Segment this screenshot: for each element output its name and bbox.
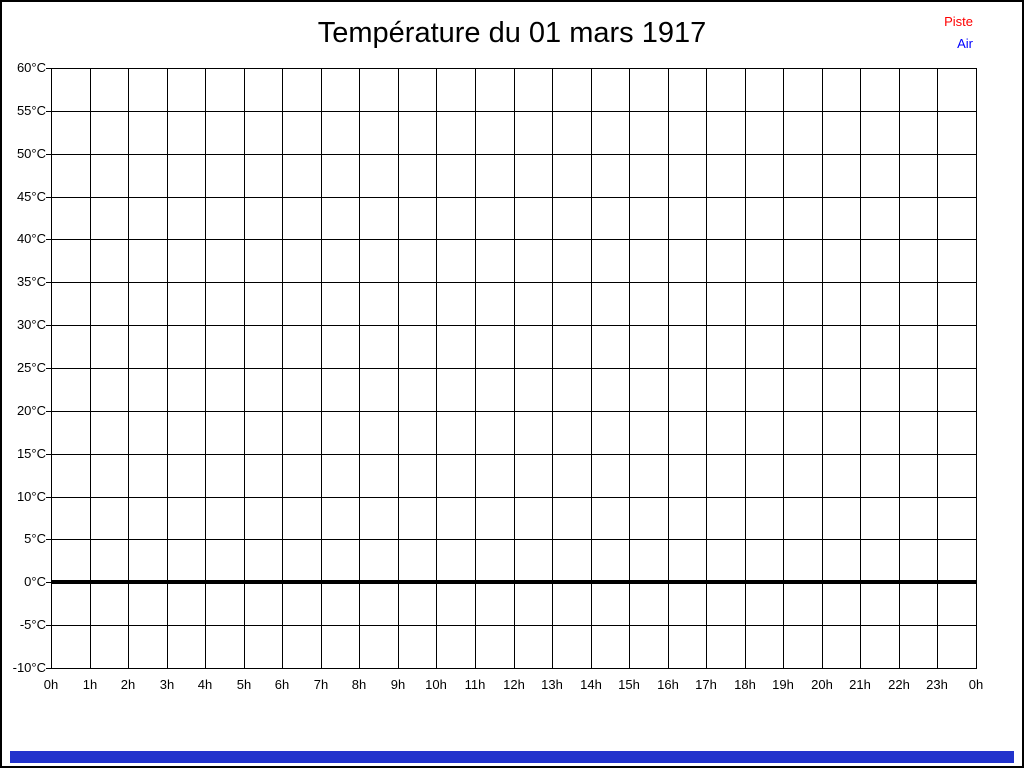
grid-line-horizontal [51,154,977,155]
grid-line-horizontal [51,411,977,412]
x-tick-label: 19h [772,677,794,692]
y-tick-mark [46,582,51,583]
grid-line-horizontal [51,368,977,369]
grid-line-horizontal [51,325,977,326]
grid-line-horizontal [51,454,977,455]
x-tick-label: 12h [503,677,525,692]
y-tick-label: 5°C [24,531,46,546]
y-tick-mark [46,668,51,669]
y-tick-mark [46,197,51,198]
grid-line-horizontal [51,68,977,69]
grid-line-horizontal [51,197,977,198]
y-tick-mark [46,368,51,369]
x-tick-label: 13h [541,677,563,692]
x-tick-label: 9h [390,677,406,692]
y-tick-mark [46,411,51,412]
grid-line-horizontal [51,539,977,540]
x-tick-label: 21h [849,677,871,692]
plot-area: 0h 1h 2h 3h 4h 5h 6h 7h 8h 9h 10h 11h 12h 13h 14h 15h 16… [13,61,984,692]
y-tick-label: 40°C [16,231,46,246]
y-tick-label: -10°C [12,660,46,675]
x-tick-label: 2h [120,677,136,692]
x-tick-label: 22h [888,677,910,692]
grid-line-horizontal [51,668,977,669]
grid-line-horizontal [51,111,977,112]
x-tick-label: 23h [926,677,948,692]
chart-title: Température du 01 mars 1917 [317,17,707,49]
y-tick-label: 10°C [16,489,46,504]
x-tick-label: 15h [618,677,640,692]
x-tick-label: 18h [734,677,756,692]
y-tick-label: 15°C [16,446,46,461]
x-tick-label: 7h [313,677,329,692]
y-tick-mark [46,325,51,326]
y-tick-mark [46,497,51,498]
grid-line-horizontal [51,282,977,283]
x-tick-label: 11h [464,677,486,692]
x-tick-label: 8h [351,677,367,692]
y-tick-label: 55°C [16,103,46,118]
y-tick-label: 0°C [24,574,46,589]
legend-item-piste: Piste [944,14,973,29]
x-tick-label: 10h [425,677,447,692]
y-tick-mark [46,111,51,112]
y-tick-mark [46,625,51,626]
x-tick-label: 5h [236,677,252,692]
legend-item-air: Air [957,36,973,51]
x-tick-label: 14h [580,677,602,692]
progress-bar [10,751,1014,763]
x-tick-label: 20h [811,677,833,692]
grid-line-horizontal [51,497,977,498]
y-tick-mark [46,154,51,155]
zero-reference-line [51,580,977,584]
y-tick-label: -5°C [19,617,46,632]
legend: Piste Air [944,14,973,51]
y-tick-label: 50°C [16,146,46,161]
grid-line-horizontal [51,625,977,626]
y-tick-mark [46,239,51,240]
grid-line-horizontal [51,239,977,240]
x-tick-label: 0h [968,677,984,692]
y-tick-label: 30°C [16,317,46,332]
y-tick-label: 45°C [16,189,46,204]
x-tick-label: 4h [197,677,213,692]
x-tick-label: 17h [695,677,717,692]
x-tick-label: 0h [43,677,59,692]
y-tick-mark [46,68,51,69]
y-tick-mark [46,539,51,540]
y-tick-label: 60°C [16,60,46,75]
y-tick-label: 35°C [16,274,46,289]
y-tick-mark [46,454,51,455]
x-tick-label: 6h [274,677,290,692]
y-tick-label: 20°C [16,403,46,418]
x-tick-label: 3h [159,677,175,692]
y-tick-mark [46,282,51,283]
x-tick-label: 16h [657,677,679,692]
x-tick-label: 1h [82,677,98,692]
y-tick-label: 25°C [16,360,46,375]
